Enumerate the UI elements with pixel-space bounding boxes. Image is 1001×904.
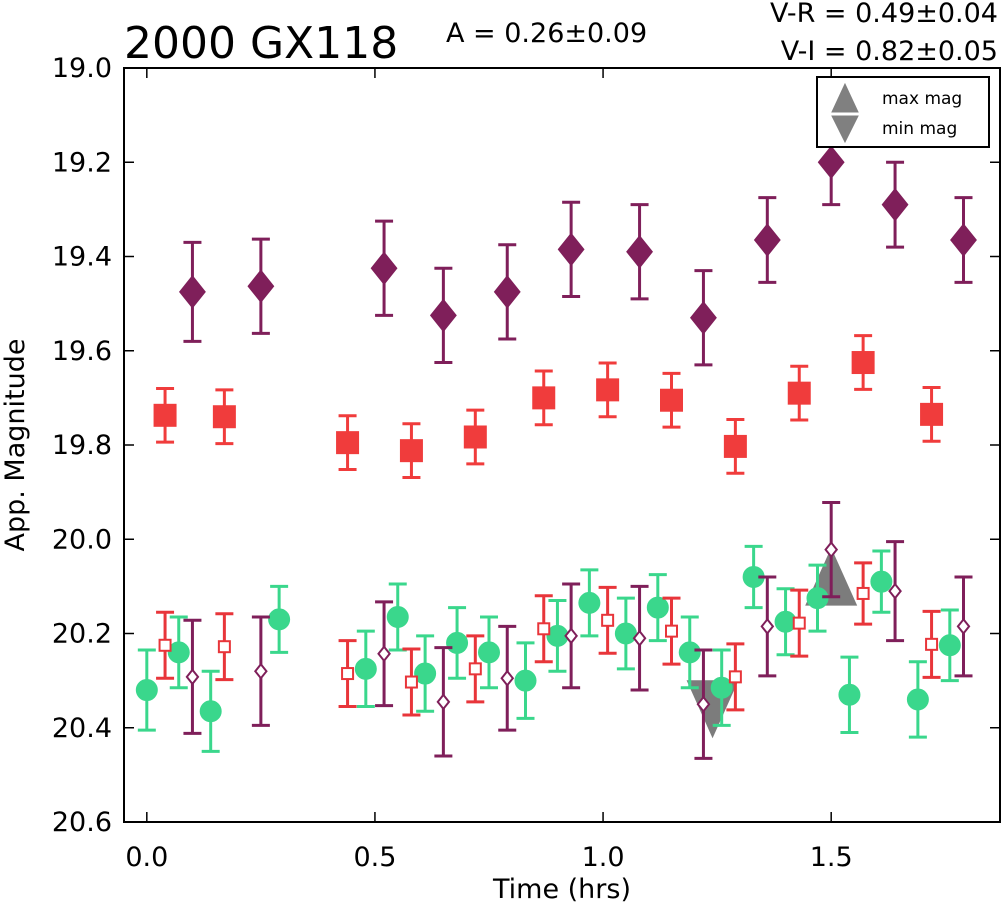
data-point-diamond: [178, 275, 206, 309]
y-tick-label: 19.6: [52, 336, 112, 367]
data-point-open-square: [665, 624, 678, 638]
data-point-diamond: [950, 223, 977, 257]
color-index-vr: V-R = 0.49±0.04: [770, 0, 998, 29]
color-index-vi: V-I = 0.82±0.05: [781, 36, 998, 67]
legend-label-max: max mag: [882, 89, 962, 109]
y-tick-label: 20.2: [52, 619, 112, 650]
data-point-circle: [135, 679, 158, 702]
data-point-circle: [838, 683, 861, 706]
data-point-circle: [870, 570, 893, 593]
data-point-square: [851, 351, 875, 375]
data-point-open-diamond: [824, 541, 839, 559]
data-point-open-diamond: [436, 693, 451, 711]
data-point-diamond: [493, 275, 521, 309]
y-tick-label: 20.4: [52, 713, 112, 744]
data-point-circle: [167, 641, 190, 664]
data-point-square: [399, 439, 423, 463]
data-point-open-diamond: [888, 582, 902, 600]
data-point-open-square: [537, 622, 551, 636]
data-point-open-diamond: [632, 629, 647, 647]
x-tick-label: 1.0: [582, 842, 625, 873]
data-point-circle: [614, 622, 637, 645]
data-point-diamond: [626, 234, 654, 269]
data-point-circle: [646, 596, 669, 619]
legend: max mag min mag: [816, 76, 990, 148]
chart-title: 2000 GX118: [124, 18, 398, 69]
data-point-circle: [938, 634, 961, 657]
data-point-circle: [354, 657, 377, 680]
data-point-circle: [514, 669, 537, 692]
data-point-open-square: [856, 586, 870, 600]
amplitude-label: A = 0.26±0.09: [446, 18, 647, 49]
x-tick-label: 0.0: [125, 842, 168, 873]
data-point-square: [463, 425, 487, 449]
data-point-circle: [414, 662, 437, 685]
x-axis-label: Time (hrs): [492, 874, 631, 904]
data-point-open-square: [728, 670, 742, 684]
y-axis-label: App. Magnitude: [0, 339, 31, 552]
data-point-square: [532, 386, 556, 410]
data-point-square: [660, 388, 683, 412]
data-point-diamond: [429, 298, 457, 333]
data-point-square: [920, 402, 944, 426]
data-point-open-diamond: [500, 669, 515, 687]
data-point-circle: [478, 641, 500, 664]
data-point-square: [153, 403, 177, 427]
data-point-open-diamond: [253, 662, 268, 680]
x-tick-label: 1.5: [810, 842, 853, 873]
legend-label-min: min mag: [882, 119, 957, 139]
data-point-open-square: [792, 616, 806, 630]
data-point-square: [336, 431, 360, 455]
min-mag-legend-marker: [831, 115, 859, 144]
data-point-open-square: [217, 640, 231, 654]
x-tick-label: 0.5: [353, 842, 396, 873]
data-point-diamond: [370, 251, 398, 286]
data-point-circle: [578, 591, 601, 614]
data-point-square: [723, 434, 747, 458]
y-tick-label: 20.0: [52, 524, 112, 555]
data-point-diamond: [247, 269, 275, 303]
data-point-square: [787, 381, 811, 405]
data-point-open-diamond: [185, 668, 200, 686]
data-points: [135, 118, 977, 760]
data-point-diamond: [753, 223, 781, 257]
data-point-open-diamond: [696, 695, 711, 713]
data-point-circle: [268, 608, 291, 631]
data-point-circle: [199, 700, 222, 723]
data-point-open-square: [601, 613, 615, 627]
y-tick-label: 19.2: [52, 147, 112, 178]
data-point-diamond: [817, 145, 845, 180]
data-point-open-square: [341, 667, 355, 681]
data-point-diamond: [557, 232, 585, 267]
data-point-open-square: [468, 662, 482, 676]
max-mag-legend-marker: [831, 82, 859, 113]
data-point-open-square: [158, 638, 172, 652]
data-point-circle: [386, 606, 409, 629]
data-point-open-square: [404, 675, 418, 689]
plot-frame: [123, 67, 1001, 823]
data-point-diamond: [881, 187, 909, 222]
y-tick-label: 19.8: [52, 430, 112, 461]
data-point-square: [596, 378, 620, 402]
axis-ticks: 0.0 0.5 1.0 1.5 19.0 19.2 19.4 19.6 19.8 20.0 20.2…: [52, 53, 1000, 873]
y-tick-label: 19.0: [52, 53, 112, 84]
data-point-open-square: [925, 637, 939, 651]
data-point-open-diamond: [760, 617, 775, 636]
data-point-square: [212, 405, 236, 429]
data-point-circle: [710, 676, 733, 699]
data-point-circle: [678, 641, 701, 664]
data-point-open-diamond: [956, 617, 971, 636]
data-point-diamond: [689, 300, 717, 335]
data-point-circle: [446, 631, 469, 654]
data-point-open-diamond: [377, 645, 391, 663]
y-tick-label: 20.6: [52, 807, 112, 838]
data-point-circle: [906, 688, 929, 711]
data-point-open-diamond: [564, 627, 579, 645]
y-tick-label: 19.4: [52, 242, 112, 273]
